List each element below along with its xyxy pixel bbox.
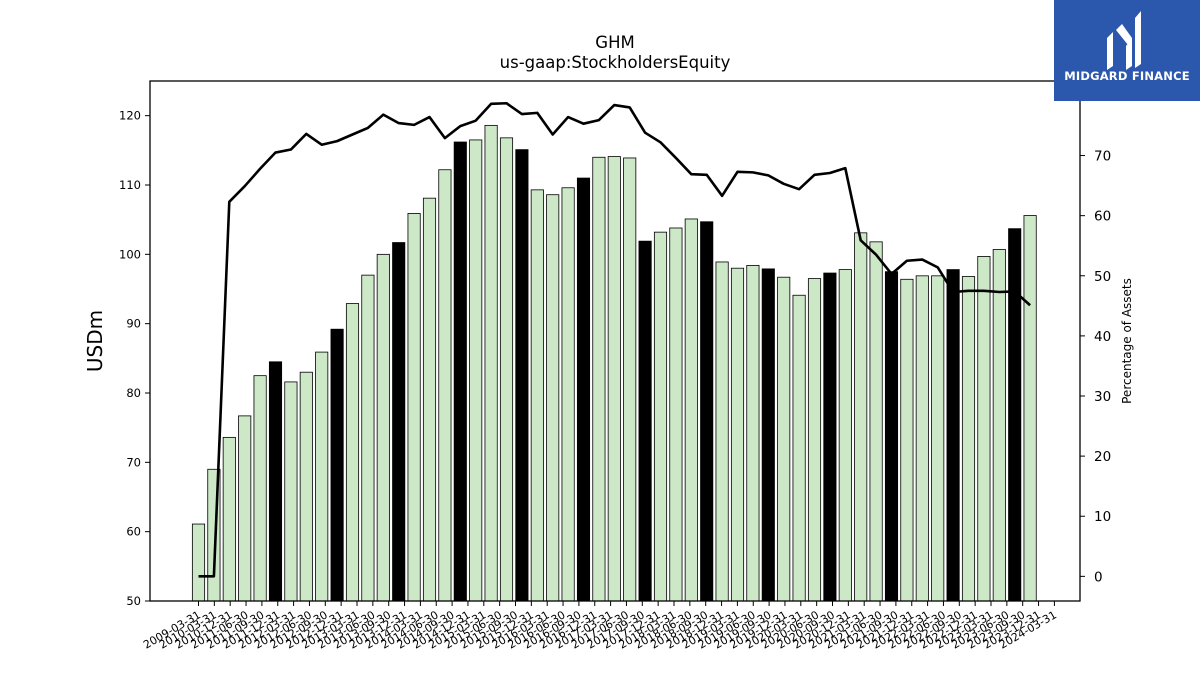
- y-right-tick-label: 50: [1094, 269, 1111, 285]
- bar: [453, 141, 467, 602]
- bar: [345, 303, 360, 602]
- chart-subtitle: us-gaap:StockholdersEquity: [500, 53, 731, 72]
- bar: [253, 375, 267, 602]
- bar: [623, 157, 637, 602]
- bar: [1008, 228, 1022, 602]
- bar: [869, 241, 883, 602]
- y-right-tick-label: 10: [1094, 509, 1111, 525]
- bar: [238, 415, 252, 602]
- bar: [992, 249, 1006, 602]
- bar: [700, 221, 714, 602]
- bar: [407, 213, 421, 602]
- bar: [977, 256, 991, 602]
- bar: [669, 227, 683, 602]
- bar: [761, 268, 775, 602]
- bar: [684, 218, 698, 602]
- bar: [330, 328, 344, 602]
- bar: [900, 278, 914, 602]
- y-tick-label: 90: [126, 317, 141, 331]
- y-right-tick-label: 20: [1094, 449, 1111, 465]
- bar: [792, 294, 806, 602]
- bar: [638, 240, 652, 602]
- bar: [438, 169, 452, 602]
- bar: [576, 177, 591, 602]
- y-tick-label: 100: [119, 247, 141, 261]
- bar: [946, 269, 960, 602]
- bar: [422, 197, 437, 602]
- bar: [530, 189, 544, 602]
- y-right-tick-label: 70: [1094, 149, 1111, 165]
- bar: [746, 265, 760, 602]
- bar: [931, 275, 945, 602]
- y-tick-label: 110: [119, 178, 141, 192]
- brand-logo: MIDGARD FINANCE: [1054, 0, 1200, 101]
- y-axis-right-label: Percentage of Assets: [1120, 278, 1134, 404]
- y-right-tick-label: 30: [1094, 389, 1111, 405]
- bar: [361, 274, 375, 602]
- chart-title: GHM: [595, 33, 634, 52]
- y-right-tick-label: 40: [1094, 329, 1111, 345]
- bar: [592, 156, 606, 602]
- bars-layer: [191, 124, 1037, 602]
- bar: [1023, 215, 1037, 602]
- bar: [607, 156, 621, 602]
- bar: [484, 124, 498, 602]
- y-tick-label: 50: [126, 594, 141, 608]
- line-layer: [198, 101, 1031, 578]
- plot-frame: [149, 80, 1081, 602]
- left-axis: 50 60 70 80 90 100 110 120: [119, 109, 150, 608]
- y-tick-label: 70: [126, 455, 141, 469]
- bar: [315, 351, 329, 602]
- brand-name: MIDGARD FINANCE: [1064, 69, 1190, 83]
- x-axis: 2009-03-312010-03-312010-12-312011-06-30…: [141, 601, 1059, 652]
- bar: [546, 194, 560, 602]
- y-tick-label: 80: [126, 386, 141, 400]
- y-right-tick-label: 60: [1094, 209, 1111, 225]
- y-tick-label: 60: [126, 525, 141, 539]
- bar: [715, 261, 729, 602]
- bar: [268, 361, 283, 602]
- bar: [469, 139, 483, 602]
- y-tick-label: 120: [119, 109, 141, 123]
- bar: [561, 187, 575, 602]
- bar: [392, 242, 406, 602]
- bar: [222, 436, 236, 602]
- bar: [299, 371, 313, 602]
- bar: [961, 276, 976, 602]
- line-series: [198, 101, 1031, 578]
- y-axis-label: USDm: [83, 310, 107, 372]
- y-right-tick-label: 0: [1094, 569, 1103, 585]
- bar: [653, 231, 668, 602]
- bar: [191, 523, 206, 602]
- bar: [915, 275, 929, 602]
- bar: [884, 271, 899, 602]
- bar: [777, 276, 791, 602]
- bar: [838, 269, 852, 602]
- bar: [854, 232, 868, 602]
- bar: [515, 149, 529, 602]
- midgard-logo-icon: [1107, 11, 1141, 70]
- bar: [823, 272, 837, 602]
- right-axis: 0 10 20 30 40 50 60 70: [1080, 149, 1111, 585]
- bar: [499, 137, 514, 602]
- bar: [376, 253, 390, 602]
- bar: [730, 267, 745, 602]
- bar: [284, 381, 298, 602]
- bar: [807, 278, 822, 602]
